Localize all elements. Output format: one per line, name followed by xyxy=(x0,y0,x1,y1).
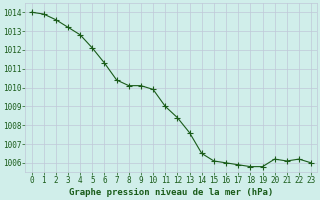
X-axis label: Graphe pression niveau de la mer (hPa): Graphe pression niveau de la mer (hPa) xyxy=(69,188,274,197)
